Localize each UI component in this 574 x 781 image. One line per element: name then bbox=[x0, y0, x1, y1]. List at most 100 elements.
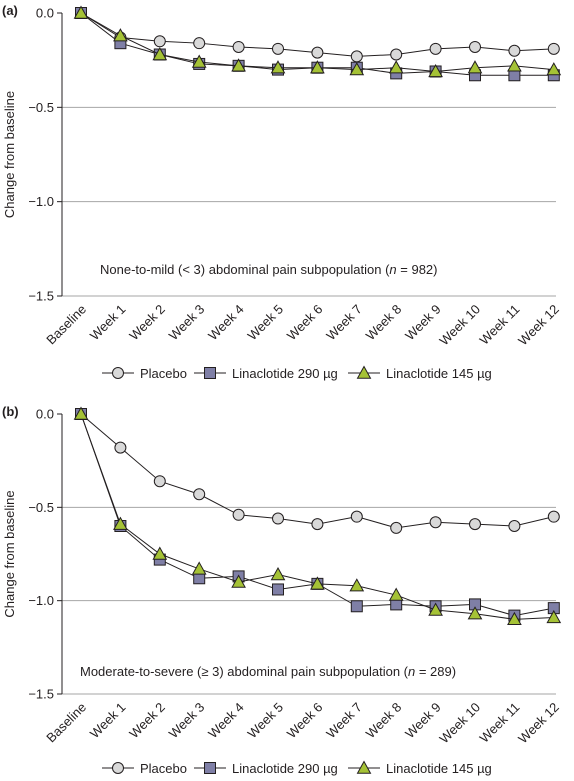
circle-data-point bbox=[469, 40, 481, 53]
circle-data-point bbox=[311, 518, 324, 531]
legend-square-marker bbox=[204, 762, 216, 774]
legend-square-marker bbox=[204, 367, 216, 379]
y-tick-label: 0.0 bbox=[36, 407, 54, 422]
x-tick-label: Week 8 bbox=[363, 700, 405, 742]
circle-data-point bbox=[429, 42, 442, 55]
x-tick-label: Week 7 bbox=[323, 302, 365, 344]
triangle-data-point bbox=[467, 606, 483, 620]
legend-label: Linaclotide 145 µg bbox=[386, 761, 492, 776]
triangle-data-point bbox=[349, 578, 365, 592]
circle-data-point bbox=[390, 521, 403, 534]
x-tick-label: Week 2 bbox=[126, 700, 168, 742]
legend-circle-marker bbox=[112, 367, 124, 379]
subpopulation-annotation: Moderate-to-severe (≥ 3) abdominal pain … bbox=[80, 664, 456, 679]
x-tick-label: Week 10 bbox=[436, 700, 483, 747]
triangle-data-point bbox=[113, 28, 128, 42]
y-tick-label: −0.5 bbox=[28, 500, 54, 515]
y-axis-label: Change from baseline bbox=[2, 490, 17, 617]
y-axis-label: Change from baseline bbox=[2, 91, 17, 218]
triangle-data-point bbox=[152, 46, 168, 61]
triangle-data-point bbox=[231, 574, 246, 588]
x-tick-label: Baseline bbox=[43, 700, 89, 746]
triangle-data-point bbox=[546, 62, 562, 76]
x-tick-label: Week 11 bbox=[476, 700, 522, 746]
annotation-prefix: None-to-mild (< 3) abdominal pain subpop… bbox=[100, 262, 390, 277]
x-tick-label: Week 1 bbox=[87, 700, 129, 742]
x-tick-label: Week 2 bbox=[126, 302, 168, 344]
legend: Placebo Linaclotide 290 µg Linaclotide 145… bbox=[102, 365, 492, 381]
x-tick-label: Week 3 bbox=[166, 302, 208, 344]
annotation-prefix: Moderate-to-severe (≥ 3) abdominal pain … bbox=[80, 664, 409, 679]
circle-data-point bbox=[350, 510, 363, 523]
triangle-data-point bbox=[270, 60, 286, 74]
triangle-data-point bbox=[191, 561, 207, 575]
circle-data-point bbox=[508, 44, 521, 57]
x-tick-label: Week 12 bbox=[515, 700, 562, 747]
triangle-data-point bbox=[428, 63, 443, 78]
triangle-data-point bbox=[388, 587, 404, 601]
triangle-data-point bbox=[73, 406, 89, 420]
circle-data-point bbox=[193, 37, 206, 50]
circle-data-point bbox=[350, 50, 363, 63]
annotation-n: n bbox=[389, 262, 396, 277]
annotation-n: n bbox=[408, 664, 415, 679]
circle-data-point bbox=[193, 488, 206, 501]
triangle-data-point bbox=[388, 60, 404, 74]
triangle-data-point bbox=[191, 54, 207, 68]
triangle-data-point bbox=[428, 602, 443, 616]
x-tick-label: Week 1 bbox=[87, 302, 129, 344]
legend-label: Linaclotide 145 µg bbox=[386, 366, 492, 381]
legend-label: Placebo bbox=[140, 366, 187, 381]
x-tick-label: Week 7 bbox=[323, 700, 365, 742]
triangle-data-point bbox=[152, 546, 168, 560]
circle-data-point bbox=[232, 508, 245, 521]
x-tick-label: Week 6 bbox=[284, 700, 326, 742]
triangle-data-point bbox=[310, 576, 325, 590]
legend-triangle-marker bbox=[356, 365, 372, 379]
circle-data-point bbox=[429, 516, 442, 529]
x-tick-label: Week 4 bbox=[205, 302, 247, 344]
series-line bbox=[80, 413, 554, 529]
triangle-data-point bbox=[507, 611, 522, 626]
circle-data-point bbox=[272, 512, 284, 525]
triangle-data-point bbox=[73, 5, 89, 19]
triangle-data-point bbox=[507, 58, 522, 72]
y-tick-label: −1.5 bbox=[28, 687, 54, 702]
x-tick-label: Week 6 bbox=[284, 302, 326, 344]
x-tick-label: Week 10 bbox=[436, 302, 483, 349]
triangle-data-point bbox=[467, 60, 483, 74]
circle-data-point bbox=[311, 46, 324, 59]
circle-data-point bbox=[390, 48, 403, 61]
subpopulation-annotation: None-to-mild (< 3) abdominal pain subpop… bbox=[100, 262, 438, 277]
x-tick-label: Week 4 bbox=[205, 700, 247, 742]
series-circle bbox=[75, 7, 560, 63]
panel-label: (b) bbox=[2, 404, 19, 419]
y-tick-label: −0.5 bbox=[28, 100, 54, 115]
circle-data-point bbox=[547, 510, 560, 523]
y-tick-label: −1.5 bbox=[28, 289, 54, 304]
circle-data-point bbox=[547, 42, 560, 55]
x-tick-label: Week 8 bbox=[363, 302, 405, 344]
x-tick-label: Week 3 bbox=[166, 700, 208, 742]
y-tick-label: −1.0 bbox=[28, 593, 54, 608]
x-tick-label: Week 12 bbox=[515, 302, 562, 349]
x-tick-label: Baseline bbox=[43, 302, 89, 348]
series-circle bbox=[75, 408, 560, 534]
triangle-data-point bbox=[113, 516, 128, 530]
legend: Placebo Linaclotide 290 µg Linaclotide 145… bbox=[102, 760, 492, 776]
circle-data-point bbox=[153, 35, 166, 48]
panel-label: (a) bbox=[2, 3, 18, 18]
legend-label: Placebo bbox=[140, 761, 187, 776]
y-tick-label: 0.0 bbox=[36, 6, 54, 21]
triangle-data-point bbox=[270, 567, 286, 581]
triangle-data-point bbox=[231, 58, 246, 72]
annotation-suffix: = 982) bbox=[397, 262, 438, 277]
legend-label: Linaclotide 290 µg bbox=[232, 761, 338, 776]
x-tick-label: Week 5 bbox=[245, 302, 287, 344]
y-tick-label: −1.0 bbox=[28, 194, 54, 209]
triangle-data-point bbox=[546, 609, 562, 624]
legend-label: Linaclotide 290 µg bbox=[232, 366, 338, 381]
x-tick-label: Week 11 bbox=[476, 302, 522, 348]
circle-data-point bbox=[469, 518, 481, 531]
